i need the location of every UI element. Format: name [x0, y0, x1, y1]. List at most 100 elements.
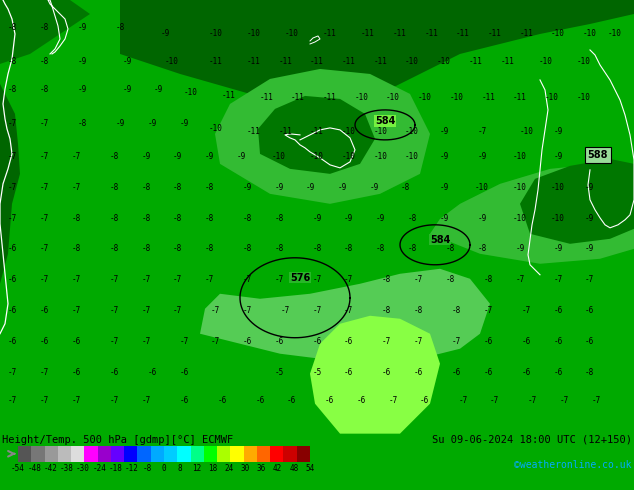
Text: -7: -7	[72, 395, 81, 405]
Text: -7: -7	[40, 395, 49, 405]
Bar	[18, 446, 31, 462]
Text: -9: -9	[439, 214, 448, 223]
Text: 576: 576	[290, 273, 310, 283]
Text: -8: -8	[141, 245, 150, 253]
Text: -9: -9	[585, 183, 594, 192]
Text: -11: -11	[488, 29, 501, 38]
Text: -8: -8	[275, 214, 283, 223]
Text: -6: -6	[553, 306, 562, 315]
Polygon shape	[258, 96, 375, 174]
Text: 584: 584	[430, 235, 450, 245]
Text: -10: -10	[405, 127, 419, 136]
Text: -8: -8	[40, 24, 49, 32]
Text: -10: -10	[576, 94, 590, 102]
Text: -10: -10	[164, 57, 178, 66]
Text: -11: -11	[424, 29, 438, 38]
Text: -10: -10	[373, 152, 387, 161]
Text: -11: -11	[456, 29, 470, 38]
Text: -9: -9	[236, 152, 245, 161]
Text: -8: -8	[143, 464, 152, 473]
Text: 588: 588	[588, 150, 608, 160]
Text: -8: -8	[401, 183, 410, 192]
Text: -38: -38	[60, 464, 74, 473]
Text: -6: -6	[325, 395, 334, 405]
Text: -10: -10	[538, 57, 552, 66]
Text: -10: -10	[272, 152, 286, 161]
Text: -10: -10	[583, 29, 597, 38]
Text: -7: -7	[40, 275, 49, 284]
Text: -7: -7	[72, 306, 81, 315]
Text: -8: -8	[116, 24, 125, 32]
Text: -8: -8	[72, 245, 81, 253]
Text: -6: -6	[40, 337, 49, 346]
Text: -9: -9	[148, 119, 157, 127]
Text: -7: -7	[281, 306, 290, 315]
Bar	[124, 446, 138, 462]
Bar	[297, 446, 310, 462]
Text: -9: -9	[553, 245, 562, 253]
Text: -11: -11	[291, 94, 305, 102]
Text: -10: -10	[247, 29, 261, 38]
Text: -11: -11	[469, 57, 482, 66]
Text: -7: -7	[382, 337, 391, 346]
Bar	[71, 446, 84, 462]
Text: -6: -6	[110, 368, 119, 377]
Text: -8: -8	[382, 275, 391, 284]
Text: -6: -6	[344, 337, 353, 346]
Text: -11: -11	[278, 127, 292, 136]
Bar	[217, 446, 230, 462]
Text: -6: -6	[8, 275, 17, 284]
Bar	[257, 446, 270, 462]
Text: -8: -8	[585, 368, 594, 377]
Text: -8: -8	[408, 214, 417, 223]
Bar	[204, 446, 217, 462]
Text: -11: -11	[209, 57, 223, 66]
Text: -7: -7	[8, 183, 17, 192]
Text: 12: 12	[192, 464, 201, 473]
Text: -9: -9	[243, 183, 252, 192]
Text: -9: -9	[344, 214, 353, 223]
Text: Height/Temp. 500 hPa [gdmp][°C] ECMWF: Height/Temp. 500 hPa [gdmp][°C] ECMWF	[2, 435, 233, 444]
Text: -7: -7	[110, 395, 119, 405]
Text: -8: -8	[141, 214, 150, 223]
Text: -7: -7	[313, 306, 321, 315]
Text: -7: -7	[484, 306, 493, 315]
Text: -6: -6	[8, 337, 17, 346]
Text: -6: -6	[522, 368, 531, 377]
Text: -10: -10	[342, 152, 356, 161]
Text: -8: -8	[173, 214, 182, 223]
Text: -8: -8	[40, 57, 49, 66]
Text: -6: -6	[585, 306, 594, 315]
Text: -7: -7	[522, 306, 531, 315]
Text: 24: 24	[224, 464, 233, 473]
Text: -8: -8	[110, 183, 119, 192]
Bar	[243, 446, 257, 462]
Text: -6: -6	[72, 337, 81, 346]
Text: -7: -7	[110, 275, 119, 284]
Text: -7: -7	[72, 152, 81, 161]
Text: -7: -7	[110, 306, 119, 315]
Text: -7: -7	[8, 395, 17, 405]
Text: -10: -10	[513, 183, 527, 192]
Text: -7: -7	[243, 306, 252, 315]
Text: -7: -7	[40, 368, 49, 377]
Text: -48: -48	[27, 464, 41, 473]
Text: -10: -10	[450, 94, 463, 102]
Text: -7: -7	[528, 395, 537, 405]
Text: -5: -5	[313, 368, 321, 377]
Text: -11: -11	[310, 127, 324, 136]
Text: -11: -11	[247, 57, 261, 66]
Text: -8: -8	[205, 245, 214, 253]
Text: -11: -11	[513, 94, 527, 102]
Text: -8: -8	[376, 245, 385, 253]
Text: -10: -10	[519, 127, 533, 136]
Bar	[191, 446, 204, 462]
Bar	[270, 446, 283, 462]
Text: -11: -11	[342, 57, 356, 66]
Text: -11: -11	[310, 57, 324, 66]
Text: -9: -9	[376, 214, 385, 223]
Text: -7: -7	[452, 337, 461, 346]
Text: -7: -7	[275, 275, 283, 284]
Text: -8: -8	[173, 245, 182, 253]
Text: -8: -8	[477, 245, 486, 253]
